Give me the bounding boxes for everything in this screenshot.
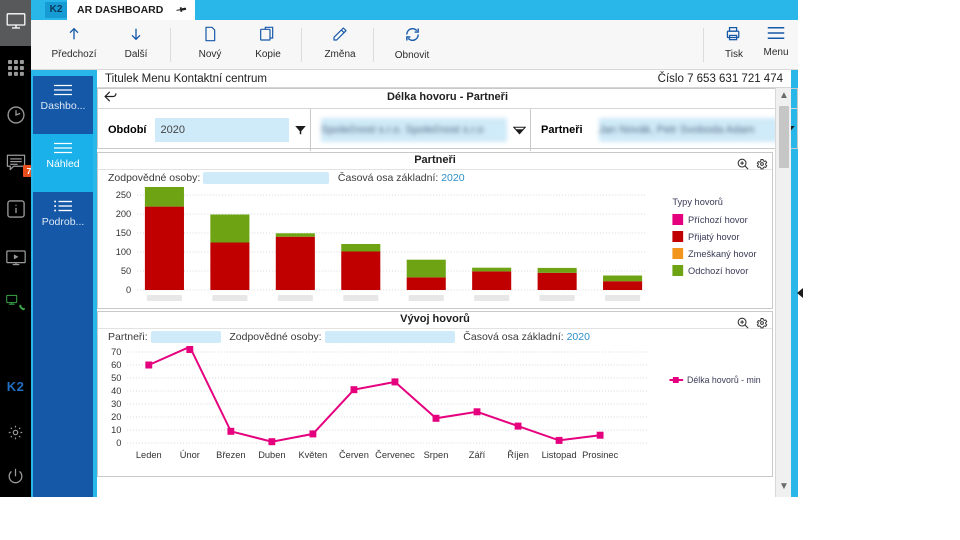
svg-text:Květen: Květen	[298, 449, 327, 460]
svg-text:100: 100	[116, 246, 131, 257]
svg-text:60: 60	[111, 359, 121, 370]
svg-text:Březen: Březen	[216, 449, 245, 460]
svg-text:200: 200	[116, 208, 131, 219]
svg-text:250: 250	[116, 189, 131, 200]
svg-text:0: 0	[126, 284, 131, 295]
svg-text:20: 20	[111, 411, 121, 422]
svg-text:Délka hovorů - min: Délka hovorů - min	[687, 375, 761, 385]
svg-text:40: 40	[111, 385, 121, 396]
svg-text:Únor: Únor	[180, 449, 200, 460]
svg-text:150: 150	[116, 227, 131, 238]
svg-text:0: 0	[116, 437, 121, 448]
svg-text:Listopad: Listopad	[542, 449, 577, 460]
svg-text:Červenec: Červenec	[375, 449, 415, 460]
svg-text:Říjen: Říjen	[507, 449, 529, 460]
svg-text:Prosinec: Prosinec	[582, 449, 618, 460]
svg-text:Zmeškaný hovor: Zmeškaný hovor	[688, 248, 756, 259]
svg-text:Srpen: Srpen	[424, 449, 449, 460]
svg-text:10: 10	[111, 424, 121, 435]
svg-text:Odchozí hovor: Odchozí hovor	[688, 265, 748, 276]
svg-text:70: 70	[111, 346, 121, 357]
svg-text:Typy hovorů: Typy hovorů	[672, 196, 722, 207]
svg-text:Duben: Duben	[258, 449, 285, 460]
svg-text:30: 30	[111, 398, 121, 409]
svg-text:50: 50	[121, 265, 131, 276]
svg-text:Příchozí hovor: Příchozí hovor	[688, 214, 748, 225]
svg-text:Leden: Leden	[136, 449, 162, 460]
svg-text:Přijatý hovor: Přijatý hovor	[688, 231, 739, 242]
svg-text:50: 50	[111, 372, 121, 383]
svg-text:Červen: Červen	[339, 449, 369, 460]
svg-text:Září: Září	[469, 449, 486, 460]
